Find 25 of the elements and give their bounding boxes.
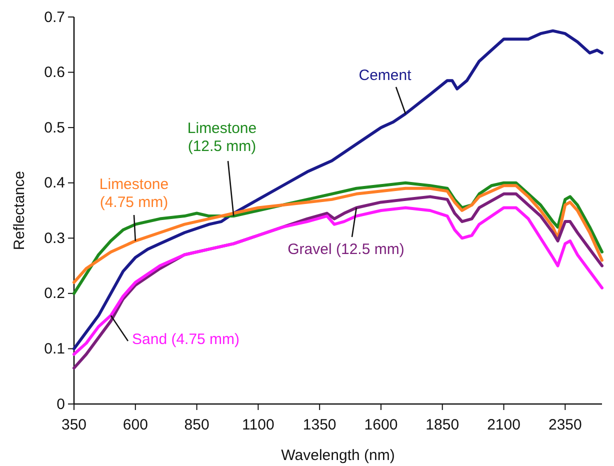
series-label: Gravel (12.5 mm) <box>288 241 404 258</box>
series-label: Limestone (4.75 mm) <box>99 176 169 211</box>
x-tick-label: 1100 <box>242 416 274 434</box>
y-axis-title: Reflectance <box>11 170 28 250</box>
y-tick-label: 0.2 <box>44 285 65 302</box>
y-tick-label: 0.5 <box>44 119 65 136</box>
x-tick-label: 350 <box>61 416 87 434</box>
x-tick-label: 600 <box>122 416 148 434</box>
y-tick-label: 0.1 <box>44 340 65 358</box>
x-tick-label: 2350 <box>548 416 582 434</box>
line-series <box>72 29 604 350</box>
x-axis-title: Wavelength (nm) <box>281 447 395 464</box>
x-tick-label: 850 <box>184 416 210 434</box>
x-tick-label: 2100 <box>487 416 520 434</box>
y-tick-label: 0.3 <box>44 230 65 247</box>
series-label: Sand (4.75 mm) <box>132 331 240 348</box>
y-tick-label: 0 <box>56 396 65 413</box>
x-tick-label: 1850 <box>426 416 460 434</box>
text: Limestone (12.5 mm) <box>187 120 257 155</box>
series-label: Cement <box>358 67 412 84</box>
x-tick-label: 1350 <box>302 416 336 434</box>
x-tick-label: 1600 <box>364 416 398 434</box>
y-tick-label: 0.4 <box>44 174 65 192</box>
y-tick-label: 0.7 <box>44 8 65 26</box>
y-tick-label: 0.6 <box>44 64 65 82</box>
